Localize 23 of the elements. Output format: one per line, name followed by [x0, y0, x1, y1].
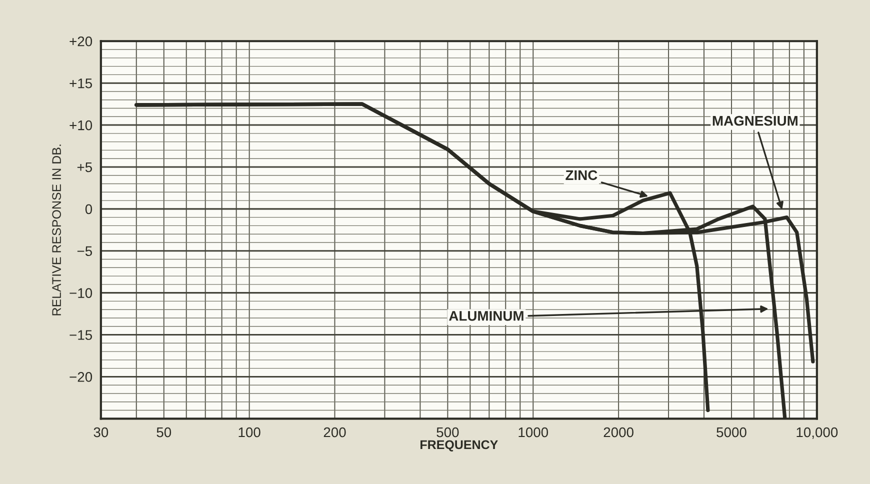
x-tick-label: 500 [436, 427, 459, 438]
x-tick-label: 2000 [604, 427, 634, 438]
y-tick-label: +20 [70, 36, 92, 46]
y-tick-label: −5 [77, 246, 92, 256]
x-tick-label: 50 [156, 427, 172, 438]
y-tick-label: −10 [70, 288, 92, 298]
y-tick-label: +10 [70, 120, 92, 130]
x-tick-label: 1000 [518, 427, 548, 438]
y-tick-label: 0 [85, 204, 92, 214]
y-axis-title: RELATIVE RESPONSE IN DB. [52, 144, 61, 316]
y-tick-label: +5 [77, 162, 92, 172]
annotation: ZINC [566, 170, 598, 180]
y-tick-label: −20 [70, 372, 92, 382]
y-tick-label: +15 [70, 78, 92, 88]
x-tick-label: 200 [324, 427, 346, 438]
x-tick-label: 30 [94, 427, 108, 438]
annotation: MAGNESIUM [712, 116, 798, 126]
x-tick-label: 10,000 [796, 427, 838, 439]
y-tick-label: −15 [70, 330, 92, 340]
x-tick-label: 5000 [716, 427, 746, 438]
x-axis-title: FREQUENCY [420, 440, 498, 452]
x-tick-label: 100 [238, 427, 260, 438]
annotation: ALUMINUM [449, 311, 524, 321]
